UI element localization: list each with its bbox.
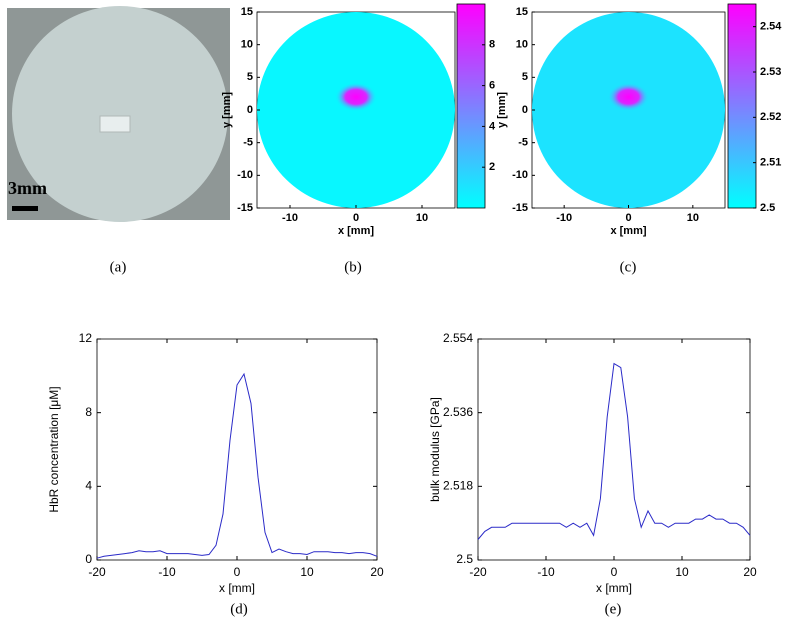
colorbar-tick-label: 2.51	[760, 157, 781, 169]
x-tick-label: 0	[625, 212, 631, 224]
scale-label: 3mm	[8, 178, 47, 198]
colorbar-tick-label: 8	[489, 39, 495, 51]
colorbar	[456, 3, 486, 209]
y-tick-label: -10	[512, 169, 528, 181]
x-tick-label: 0	[234, 565, 241, 579]
y-tick-label: 4	[85, 479, 92, 493]
colorbar-tick-label: 2.54	[760, 21, 782, 33]
y-tick-label: 15	[241, 6, 253, 18]
y-axis-label: bulk modulus [GPa]	[428, 397, 442, 502]
y-tick-label: 2.518	[443, 479, 473, 493]
y-tick-label: -15	[237, 202, 253, 214]
colorbar-tick-label: 2	[489, 161, 495, 173]
photo-inclusion	[99, 115, 131, 133]
colorbar	[727, 3, 757, 209]
colorbar-tick-label: 4	[489, 120, 496, 132]
caption: (d)	[230, 601, 248, 617]
x-tick-label: -10	[158, 565, 176, 579]
x-tick-label: 10	[675, 565, 689, 579]
x-tick-label: 10	[300, 565, 314, 579]
y-tick-label: 5	[247, 71, 253, 83]
y-axis-label: y [mm]	[496, 92, 508, 128]
x-tick-label: 20	[743, 565, 757, 579]
y-tick-label: 2.554	[443, 331, 473, 345]
y-tick-label: 10	[241, 39, 253, 51]
x-axis-label: x [mm]	[596, 581, 632, 595]
y-axis-label: y [mm]	[221, 92, 233, 128]
x-tick-label: 0	[611, 565, 618, 579]
colorbar-tick-label: 2.52	[760, 111, 781, 123]
colorbar-tick-label: 2.53	[760, 66, 781, 78]
plot-area	[477, 338, 751, 561]
colorbar-tick-label: 2.5	[760, 202, 775, 214]
y-tick-label: 15	[516, 6, 528, 18]
photo-sample	[12, 6, 228, 222]
y-tick-label: 10	[516, 39, 528, 51]
data-line	[477, 362, 751, 540]
y-axis-label: HbR concentration [μM]	[47, 386, 61, 512]
x-tick-label: -20	[88, 565, 106, 579]
caption: (a)	[110, 259, 127, 275]
colorbar-tick-label: 6	[489, 80, 495, 92]
y-tick-label: -10	[237, 169, 253, 181]
x-tick-label: 10	[687, 212, 699, 224]
x-tick-label: 10	[416, 212, 428, 224]
caption: (e)	[605, 601, 622, 617]
x-tick-label: -10	[282, 212, 298, 224]
y-tick-label: 8	[85, 405, 92, 419]
x-axis-label: x [mm]	[219, 581, 255, 595]
y-tick-label: 0	[522, 104, 528, 116]
x-tick-label: 20	[370, 565, 384, 579]
hot-spot	[334, 82, 378, 112]
caption: (b)	[344, 259, 362, 275]
caption: (c)	[620, 259, 637, 275]
x-tick-label: -10	[537, 565, 555, 579]
plot-area	[96, 338, 378, 561]
hot-spot	[607, 82, 650, 112]
data-line	[96, 372, 378, 559]
y-tick-label: 5	[522, 71, 528, 83]
scale-bar	[12, 206, 38, 211]
y-tick-label: -5	[243, 137, 253, 149]
x-tick-label: -10	[556, 212, 572, 224]
y-tick-label: -5	[518, 137, 528, 149]
x-tick-label: 0	[353, 212, 359, 224]
y-tick-label: 2.5	[456, 552, 473, 566]
y-tick-label: 12	[79, 331, 93, 345]
x-axis-label: x [mm]	[610, 225, 646, 237]
x-axis-label: x [mm]	[338, 225, 374, 237]
y-tick-label: 0	[247, 104, 253, 116]
x-tick-label: -20	[469, 565, 487, 579]
y-tick-label: 0	[85, 552, 92, 566]
y-tick-label: -15	[512, 202, 528, 214]
y-tick-label: 2.536	[443, 405, 473, 419]
